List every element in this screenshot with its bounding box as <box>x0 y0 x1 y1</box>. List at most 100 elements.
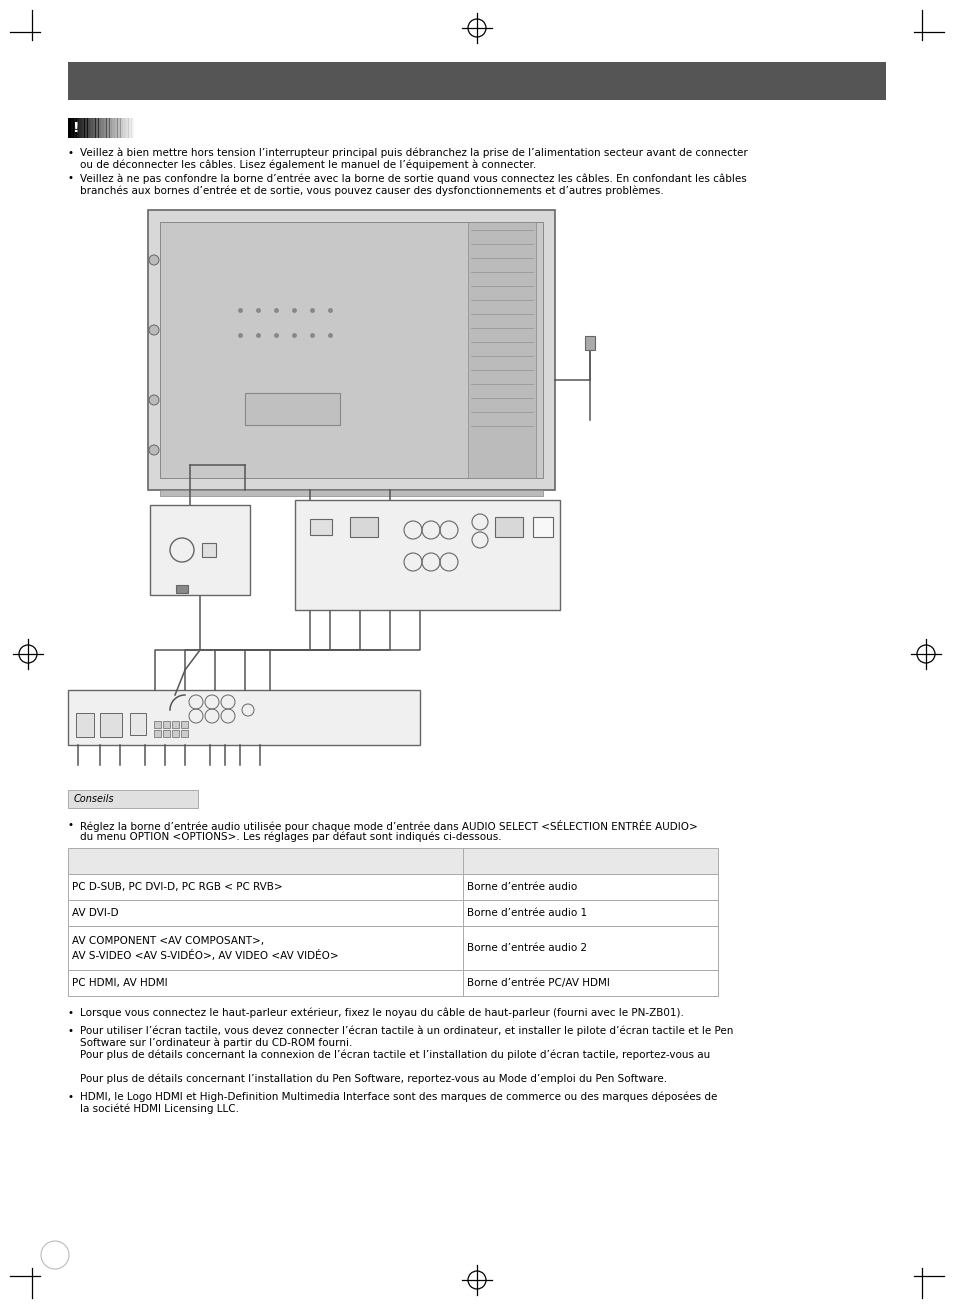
Bar <box>163 730 170 736</box>
Circle shape <box>149 395 159 405</box>
Bar <box>148 211 555 490</box>
Bar <box>76 118 79 139</box>
Text: Réglez la borne d’entrée audio utilisée pour chaque mode d’entrée dans AUDIO SEL: Réglez la borne d’entrée audio utilisée … <box>80 820 697 832</box>
Bar <box>68 691 419 746</box>
Bar <box>104 118 107 139</box>
Text: Pour plus de détails concernant l’installation du Pen Software, reportez-vous au: Pour plus de détails concernant l’instal… <box>80 1074 666 1084</box>
Bar <box>133 118 137 139</box>
Bar <box>151 118 153 139</box>
Bar <box>68 926 462 971</box>
Text: AV DVI-D: AV DVI-D <box>71 908 118 918</box>
Text: •: • <box>68 1025 74 1036</box>
Text: Conseils: Conseils <box>74 794 114 804</box>
Bar <box>145 118 148 139</box>
Text: ou de déconnecter les câbles. Lisez également le manuel de l’équipement à connec: ou de déconnecter les câbles. Lisez égal… <box>80 160 536 170</box>
Bar <box>101 118 104 139</box>
Bar <box>71 118 74 139</box>
Bar <box>170 118 172 139</box>
Bar <box>68 790 198 808</box>
Bar <box>82 118 85 139</box>
Bar <box>68 971 462 995</box>
Text: Veillez à ne pas confondre la borne d’entrée avec la borne de sortie quand vous : Veillez à ne pas confondre la borne d’en… <box>80 173 746 183</box>
Bar <box>161 118 165 139</box>
Text: •: • <box>68 1092 74 1103</box>
Text: •: • <box>68 1008 74 1018</box>
Bar <box>107 118 110 139</box>
Bar <box>164 118 168 139</box>
Bar <box>202 543 215 557</box>
Bar <box>175 118 178 139</box>
Bar <box>172 721 179 729</box>
Bar <box>120 118 123 139</box>
Bar <box>68 118 71 139</box>
Bar <box>148 118 151 139</box>
Bar <box>126 118 129 139</box>
Bar <box>98 118 101 139</box>
Text: !: ! <box>73 122 79 135</box>
Text: AV COMPONENT <AV COMPOSANT>,: AV COMPONENT <AV COMPOSANT>, <box>71 937 264 946</box>
Bar <box>167 118 170 139</box>
Bar <box>90 118 93 139</box>
Text: •: • <box>68 820 74 831</box>
Text: Borne d’entrée PC/AV HDMI: Borne d’entrée PC/AV HDMI <box>467 978 609 988</box>
Bar <box>181 721 188 729</box>
Bar <box>129 118 132 139</box>
Bar <box>245 392 339 425</box>
Bar <box>153 730 161 736</box>
Text: Veillez à bien mettre hors tension l’interrupteur principal puis débranchez la p: Veillez à bien mettre hors tension l’int… <box>80 148 747 158</box>
Circle shape <box>149 255 159 266</box>
Text: Pour utiliser l’écran tactile, vous devez connecter l’écran tactile à un ordinat: Pour utiliser l’écran tactile, vous deve… <box>80 1025 733 1036</box>
Bar <box>158 118 162 139</box>
Bar <box>495 517 522 538</box>
Bar <box>160 490 542 496</box>
Bar <box>112 118 115 139</box>
Bar <box>117 118 121 139</box>
Bar <box>150 505 250 595</box>
Bar <box>114 118 118 139</box>
Text: AV S-VIDEO <AV S-VIDÉO>, AV VIDEO <AV VIDÉO>: AV S-VIDEO <AV S-VIDÉO>, AV VIDEO <AV VI… <box>71 950 338 960</box>
Bar <box>153 118 156 139</box>
Text: PC HDMI, AV HDMI: PC HDMI, AV HDMI <box>71 978 168 988</box>
Bar <box>85 118 88 139</box>
Text: Lorsque vous connectez le haut-parleur extérieur, fixez le noyau du câble de hau: Lorsque vous connectez le haut-parleur e… <box>80 1008 683 1019</box>
Text: Software sur l’ordinateur à partir du CD-ROM fourni.: Software sur l’ordinateur à partir du CD… <box>80 1039 352 1049</box>
Bar <box>160 222 542 477</box>
Bar <box>79 118 82 139</box>
Bar <box>68 61 885 99</box>
Text: HDMI, le Logo HDMI et High-Definition Multimedia Interface sont des marques de c: HDMI, le Logo HDMI et High-Definition Mu… <box>80 1092 717 1103</box>
Bar <box>153 721 161 729</box>
Bar <box>87 118 91 139</box>
Bar <box>175 585 188 593</box>
Text: •: • <box>68 148 74 158</box>
Text: Pour plus de détails concernant la connexion de l’écran tactile et l’installatio: Pour plus de détails concernant la conne… <box>80 1050 709 1061</box>
Bar <box>123 118 126 139</box>
Bar <box>310 519 332 535</box>
Bar <box>156 118 159 139</box>
Text: PC D-SUB, PC DVI-D, PC RGB < PC RVB>: PC D-SUB, PC DVI-D, PC RGB < PC RVB> <box>71 882 282 892</box>
Bar <box>132 118 134 139</box>
Text: Borne d’entrée audio: Borne d’entrée audio <box>467 882 577 892</box>
Bar <box>95 118 99 139</box>
Bar <box>68 874 462 900</box>
Bar <box>68 900 462 926</box>
Bar <box>350 517 377 538</box>
Bar <box>142 118 146 139</box>
Bar <box>68 848 718 874</box>
Circle shape <box>149 445 159 455</box>
Text: branchés aux bornes d’entrée et de sortie, vous pouvez causer des dysfonctionnem: branchés aux bornes d’entrée et de sorti… <box>80 184 663 195</box>
Bar <box>584 336 595 351</box>
Bar <box>462 900 718 926</box>
Text: la société HDMI Licensing LLC.: la société HDMI Licensing LLC. <box>80 1104 239 1114</box>
Bar <box>100 713 122 736</box>
Bar <box>294 500 559 610</box>
Bar <box>172 118 175 139</box>
Bar <box>462 971 718 995</box>
Bar <box>462 874 718 900</box>
Bar <box>136 118 140 139</box>
Text: Borne d’entrée audio 2: Borne d’entrée audio 2 <box>467 943 586 954</box>
Bar <box>110 118 112 139</box>
Bar <box>73 118 76 139</box>
Bar <box>130 713 146 735</box>
Bar <box>181 730 188 736</box>
Bar <box>468 222 536 477</box>
